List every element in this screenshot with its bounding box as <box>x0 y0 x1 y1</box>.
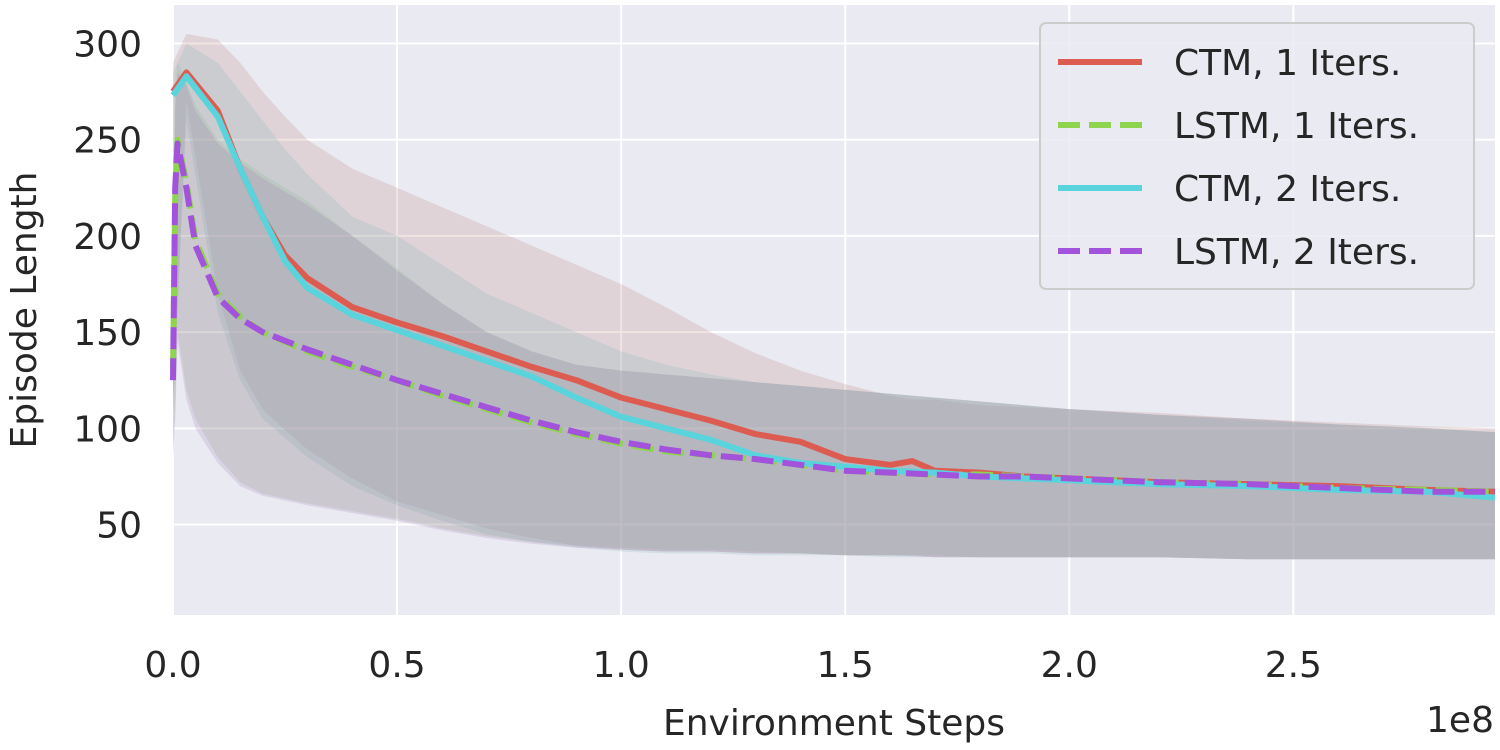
x-tick-label: 1.5 <box>817 645 874 686</box>
y-tick-label: 300 <box>73 24 142 65</box>
confidence-band <box>173 43 1495 560</box>
x-tick-label: 0.0 <box>144 645 201 686</box>
y-tick-labels: 50 100 150 200 250 300 <box>73 24 142 546</box>
x-tick-labels: 0.0 0.5 1.0 1.5 2.0 2.5 <box>144 645 1322 686</box>
confidence-band-shade <box>173 72 1495 560</box>
legend-label: LSTM, 2 Iters. <box>1174 232 1419 273</box>
confidence-band-shade <box>173 33 1495 560</box>
x-axis-title: Environment Steps <box>663 703 1005 744</box>
x-axis-offset-label: 1e8 <box>1426 700 1494 741</box>
confidence-band <box>173 62 1495 560</box>
series-line <box>170 140 1495 495</box>
legend: CTM, 1 Iters. LSTM, 1 Iters. CTM, 2 Iters.… <box>1039 22 1475 290</box>
series-lines <box>170 69 1496 501</box>
y-tick-label: 200 <box>73 217 142 258</box>
y-tick-label: 50 <box>96 506 142 547</box>
x-tick-label: 2.0 <box>1041 645 1098 686</box>
confidence-band-shade <box>173 62 1495 560</box>
legend-box <box>1039 22 1475 290</box>
confidence-band <box>173 33 1495 560</box>
x-tick-label: 2.5 <box>1265 645 1322 686</box>
y-tick-label: 100 <box>73 409 142 450</box>
y-tick-label: 250 <box>73 121 142 162</box>
y-tick-label: 150 <box>73 313 142 354</box>
x-tick-label: 0.5 <box>368 645 425 686</box>
confidence-band-shade <box>173 43 1495 560</box>
legend-label: CTM, 1 Iters. <box>1174 43 1401 84</box>
y-axis-title: Episode Length <box>4 172 45 449</box>
confidence-bands <box>173 33 1495 560</box>
confidence-band <box>173 72 1495 560</box>
x-tick-label: 1.0 <box>593 645 650 686</box>
legend-label: LSTM, 1 Iters. <box>1174 106 1419 147</box>
legend-label: CTM, 2 Iters. <box>1174 169 1401 210</box>
